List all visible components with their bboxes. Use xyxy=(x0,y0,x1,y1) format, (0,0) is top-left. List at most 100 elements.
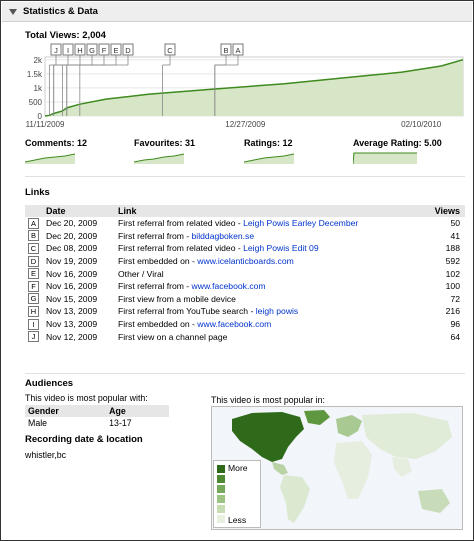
y-tick-label: 1k xyxy=(34,84,43,93)
referral-link[interactable]: bilddagboken.se xyxy=(191,230,255,241)
audience-row: Male 13-17 xyxy=(25,417,169,429)
views-cell: 100 xyxy=(445,281,460,292)
link-description: First referral from related video - xyxy=(118,218,244,229)
views-cell: 64 xyxy=(450,331,460,342)
marker-badge[interactable]: H xyxy=(28,305,39,317)
marker-cell: C xyxy=(25,242,43,255)
x-tick-label: 12/27/2009 xyxy=(225,120,266,129)
chart-marker-label: J xyxy=(54,46,58,55)
table-row: C Dec 08, 2009 First referral from related… xyxy=(25,242,465,255)
date-cell: Nov 16, 2009 xyxy=(46,281,98,292)
y-tick-label: 1.5k xyxy=(27,70,43,79)
average-rating-sparkline xyxy=(353,152,417,164)
divider xyxy=(25,373,465,374)
x-tick-label: 02/10/2010 xyxy=(401,120,442,129)
date-cell: Dec 20, 2009 xyxy=(46,218,98,229)
gender-column-header: Gender xyxy=(25,405,107,417)
link-cell: First referral from related video - Leig… xyxy=(115,217,423,230)
views-cell: 41 xyxy=(450,230,460,241)
views-cell: 72 xyxy=(450,293,460,304)
marker-badge[interactable]: D xyxy=(28,255,39,267)
favourites-sparkline xyxy=(134,153,184,164)
link-cell: First referral from YouTube search - lei… xyxy=(115,305,423,318)
ratings-stat: Ratings: 12 xyxy=(244,138,293,148)
views-cell: 96 xyxy=(450,319,460,330)
world-map-svg xyxy=(232,410,452,523)
legend-swatch xyxy=(217,505,225,513)
comments-stat: Comments: 12 xyxy=(25,138,88,148)
referral-link[interactable]: www.facebook.com xyxy=(191,281,266,292)
chart-marker-box xyxy=(232,43,244,56)
recording-location: whistler,bc xyxy=(25,450,67,460)
chart-marker-label: F xyxy=(102,46,107,55)
marker-cell: G xyxy=(25,293,43,306)
legend-swatch xyxy=(217,485,225,493)
referral-link[interactable]: Leigh Powis Earley December xyxy=(243,218,359,229)
links-table-body: A Dec 20, 2009 First referral from related… xyxy=(25,217,465,343)
chart-marker-box xyxy=(50,43,62,56)
link-column-header: Link xyxy=(115,205,424,217)
referral-link[interactable]: www.facebook.com xyxy=(197,319,272,330)
chart-marker-label: G xyxy=(89,46,95,55)
link-description: First view on a channel page xyxy=(118,331,228,342)
links-heading: Links xyxy=(25,187,50,198)
date-cell: Dec 20, 2009 xyxy=(46,230,98,241)
links-table: Date Link Views A Dec 20, 2009 First refer… xyxy=(25,205,465,343)
link-description: First referral from - xyxy=(118,230,192,241)
date-cell: Dec 08, 2009 xyxy=(46,243,98,254)
referral-link[interactable]: www.icelanticboards.com xyxy=(197,256,294,267)
chart-marker-box xyxy=(86,43,98,56)
marker-badge[interactable]: F xyxy=(28,280,39,292)
marker-badge[interactable]: B xyxy=(28,230,39,242)
link-description: First embedded on - xyxy=(118,319,198,330)
section-header[interactable]: Statistics & Data xyxy=(2,2,472,22)
link-cell: First view on a channel page xyxy=(115,330,423,343)
date-cell: Nov 16, 2009 xyxy=(46,268,98,279)
divider xyxy=(25,176,465,177)
comments-sparkline xyxy=(25,153,75,164)
marker-badge[interactable]: G xyxy=(28,293,39,305)
table-row: I Nov 13, 2009 First embedded on - www.fac… xyxy=(25,318,465,331)
area-fill xyxy=(45,59,463,116)
referral-link[interactable]: Leigh Powis Edit 09 xyxy=(243,243,319,254)
audiences-heading: Audiences xyxy=(25,378,74,389)
table-row: G Nov 15, 2009 First view from a mobile de… xyxy=(25,293,465,306)
y-tick-label: 2k xyxy=(34,56,43,65)
map-legend: More Less xyxy=(213,460,261,528)
marker-cell: B xyxy=(25,230,43,243)
referral-link[interactable]: leigh powis xyxy=(255,306,299,317)
y-tick-label: 500 xyxy=(29,98,43,107)
marker-badge[interactable]: J xyxy=(28,331,39,343)
link-cell: Other / Viral xyxy=(115,267,423,280)
chart-marker-label: C xyxy=(167,46,173,55)
marker-badge[interactable]: A xyxy=(28,217,39,229)
total-views-chart: 0 500 1k 1.5k 2k 11/11/2009 12/27/2009 02/10/20… xyxy=(25,43,467,131)
table-row: H Nov 13, 2009 First referral from YouTube… xyxy=(25,305,465,318)
gender-value: Male xyxy=(28,418,48,428)
marker-badge[interactable]: E xyxy=(28,268,39,280)
views-column-header: Views xyxy=(423,205,465,217)
marker-badge[interactable]: C xyxy=(28,242,39,254)
favourites-stat: Favourites: 31 xyxy=(134,138,196,148)
chart-marker-label: B xyxy=(223,46,228,55)
chart-marker-box xyxy=(164,43,176,56)
collapse-triangle-icon[interactable] xyxy=(9,8,17,15)
link-cell: First referral from - www.facebook.com xyxy=(115,280,423,293)
views-line xyxy=(44,58,464,117)
date-column-header: Date xyxy=(43,205,115,217)
y-tick-label: 0 xyxy=(38,112,43,121)
map-label: This video is most popular in: xyxy=(211,395,325,405)
link-description: Other / Viral xyxy=(118,268,164,279)
chart-marker-box xyxy=(110,43,122,56)
marker-cell: H xyxy=(25,305,43,318)
table-row: A Dec 20, 2009 First referral from related… xyxy=(25,217,465,230)
legend-swatch xyxy=(217,495,225,503)
marker-cell: A xyxy=(25,217,43,230)
date-cell: Nov 13, 2009 xyxy=(46,306,98,317)
marker-badge[interactable]: I xyxy=(28,318,39,330)
views-cell: 50 xyxy=(450,218,460,229)
recording-heading: Recording date & location xyxy=(25,434,143,445)
link-cell: First view from a mobile device xyxy=(115,293,423,306)
chart-marker-label: I xyxy=(67,46,69,55)
table-row: F Nov 16, 2009 First referral from - www.f… xyxy=(25,280,465,293)
